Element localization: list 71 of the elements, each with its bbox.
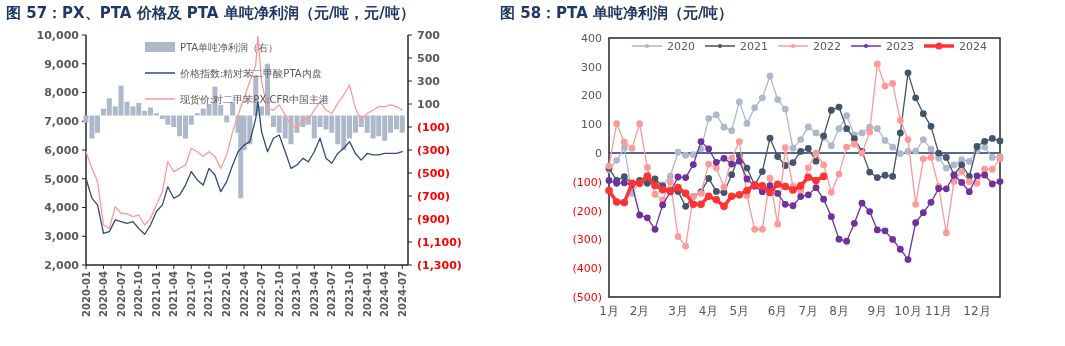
x-tick-label: 2020-07 xyxy=(115,270,127,317)
y-tick-label: 6,000 xyxy=(44,143,80,157)
x-tick-label: 2023-01 xyxy=(291,270,303,317)
legend-label: 现货价:对二甲苯PX:CFR中国主港 xyxy=(180,93,330,105)
legend-label: 2021 xyxy=(740,39,768,53)
y-tick-label: 4,000 xyxy=(44,201,80,215)
y-tick-label: 300 xyxy=(581,60,602,74)
y-tick-label: 0 xyxy=(595,146,602,160)
y-tick-label: 200 xyxy=(581,89,602,103)
y-tick-label: 7,000 xyxy=(44,115,80,129)
x-tick-label: 2023-10 xyxy=(343,270,355,317)
y-tick-label: 2,000 xyxy=(44,258,80,272)
legend-label: PTA单吨净利润（右） xyxy=(180,41,279,53)
y2-tick-label: (1,100) xyxy=(417,235,462,249)
legend-label: 2020 xyxy=(667,39,695,53)
x-tick-label: 9月 xyxy=(867,304,888,318)
x-tick-label: 2022-10 xyxy=(273,270,285,317)
y2-tick-label: (300) xyxy=(417,143,451,157)
x-tick-label: 2021-07 xyxy=(185,270,197,317)
x-tick-label: 2022-04 xyxy=(238,270,250,317)
x-tick-label: 11月 xyxy=(925,304,953,318)
legend-label: 2024 xyxy=(959,39,987,53)
x-tick-label: 2024-04 xyxy=(379,270,391,317)
legend-label: 2023 xyxy=(886,39,914,53)
x-tick-label: 2020-04 xyxy=(98,270,110,317)
y2-tick-label: (1,300) xyxy=(417,258,462,272)
legend-label: 2022 xyxy=(813,39,841,53)
legend-label: 价格指数:精对苯二甲酸PTA内盘 xyxy=(179,67,322,79)
y2-tick-label: 100 xyxy=(417,97,441,111)
y-tick-label: 10,000 xyxy=(36,28,80,42)
x-tick-label: 2022-01 xyxy=(221,270,233,317)
y2-tick-label: 300 xyxy=(417,74,441,88)
x-tick-label: 2024-07 xyxy=(396,270,408,317)
y-tick-label: 400 xyxy=(581,31,602,45)
y2-tick-label: 700 xyxy=(417,28,441,42)
x-tick-label: 2020-01 xyxy=(80,270,92,317)
x-tick-label: 2月 xyxy=(629,304,650,318)
x-tick-label: 12月 xyxy=(963,304,991,318)
x-tick-label: 8月 xyxy=(829,304,849,318)
y-tick-label: (500) xyxy=(572,290,602,304)
y-tick-label: (300) xyxy=(572,233,602,247)
x-tick-label: 6月 xyxy=(767,304,788,318)
x-tick-label: 10月 xyxy=(894,304,922,318)
y-tick-label: 9,000 xyxy=(44,57,80,71)
y-tick-label: 3,000 xyxy=(44,230,80,244)
x-tick-label: 3月 xyxy=(668,304,688,318)
chart-title: 图 57：PX、PTA 价格及 PTA 单吨净利润（元/吨，元/吨） xyxy=(6,4,415,22)
x-tick-label: 2023-04 xyxy=(308,270,320,317)
chart-title: 图 58：PTA 单吨净利润（元/吨） xyxy=(500,4,734,22)
y2-tick-label: (500) xyxy=(417,166,451,180)
y-tick-label: (400) xyxy=(572,262,602,276)
x-tick-label: 1月 xyxy=(599,304,619,318)
x-tick-label: 2021-04 xyxy=(168,270,180,317)
x-tick-label: 2023-07 xyxy=(326,270,338,317)
y2-tick-label: 500 xyxy=(417,51,441,65)
x-tick-label: 2020-10 xyxy=(133,270,145,317)
x-tick-label: 7月 xyxy=(798,304,819,318)
x-tick-label: 4月 xyxy=(698,304,719,318)
y-tick-label: 5,000 xyxy=(44,172,80,186)
y2-tick-label: (100) xyxy=(417,120,451,134)
x-tick-label: 2024-01 xyxy=(361,270,373,317)
y2-tick-label: (700) xyxy=(417,189,451,203)
y-tick-label: (100) xyxy=(572,175,602,189)
x-tick-label: 5月 xyxy=(729,304,750,318)
y-tick-label: 100 xyxy=(581,118,602,132)
x-tick-label: 2022-07 xyxy=(256,270,268,317)
y2-tick-label: (900) xyxy=(417,212,451,226)
x-tick-label: 2021-01 xyxy=(150,270,162,317)
y-tick-label: (200) xyxy=(572,204,602,218)
x-tick-label: 2021-10 xyxy=(203,270,215,317)
y-tick-label: 8,000 xyxy=(44,86,80,100)
